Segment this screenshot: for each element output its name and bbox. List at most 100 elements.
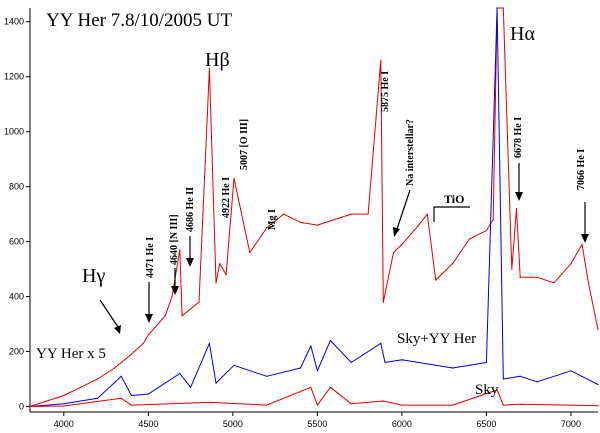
series-1-point	[435, 364, 437, 366]
line-label-na: Na interstellar?	[405, 119, 416, 186]
series-2-point	[597, 405, 599, 407]
series-2-point	[266, 404, 268, 406]
series-2-point	[382, 400, 384, 402]
arrow-na-head	[393, 227, 400, 237]
series-0-point	[181, 315, 183, 317]
series-0-point	[485, 230, 487, 232]
series-2-point	[120, 397, 122, 399]
series-0-point	[80, 386, 82, 388]
arrow-4686-head	[186, 258, 194, 267]
series-2-point	[208, 401, 210, 403]
series-0-point	[519, 276, 521, 278]
axes	[29, 8, 598, 413]
series-1-point	[120, 375, 122, 377]
x-tick-label: 4500	[138, 419, 158, 429]
series-1-point	[316, 370, 318, 372]
series-1-point	[452, 367, 454, 369]
series-2-point	[452, 404, 454, 406]
line-label-4686: 4686 He II	[185, 187, 196, 232]
series-label-sky: Sky	[475, 382, 499, 398]
series-0-point	[418, 224, 420, 226]
series-0-point	[147, 334, 149, 336]
series-0-point	[515, 208, 518, 210]
series-1-point	[208, 342, 210, 344]
series-2-point	[502, 404, 504, 406]
series-1-point	[401, 359, 403, 361]
series-0-point	[435, 279, 437, 281]
arrows	[99, 163, 589, 334]
chart-title: YY Her 7.8/10/2005 UT	[46, 10, 232, 31]
series-0-point	[142, 342, 144, 344]
series-0-point	[468, 238, 471, 240]
series-1-point	[485, 361, 487, 364]
series-0-point	[316, 224, 318, 226]
arrow-na	[395, 189, 411, 233]
series-0-point	[426, 213, 428, 215]
line-labels: 4471 He I 4640 [N III] 4686 He II 4922 H…	[145, 71, 587, 278]
series-2-point	[63, 405, 65, 407]
arrow-4471-head	[145, 314, 153, 323]
series-1-point	[502, 378, 504, 380]
series-0-point	[233, 177, 235, 179]
series-2-point	[496, 389, 498, 391]
series-1-point	[130, 394, 132, 397]
line-label-4922: 4922 He I	[221, 177, 232, 218]
series-0-point	[113, 367, 116, 369]
y-tick-label: 1000	[4, 127, 24, 137]
series-0-point	[225, 274, 227, 276]
series-0-point	[401, 243, 403, 245]
series-2-point	[350, 403, 352, 405]
series-0-point	[198, 301, 200, 303]
x-tick-label: 5500	[307, 419, 327, 429]
h-gamma-arrow-head	[114, 325, 121, 334]
series-1-point	[519, 375, 521, 377]
arrow-6678-head	[515, 192, 523, 201]
line-label-5007: 5007 [O III]	[239, 119, 250, 170]
series-2-point	[401, 404, 403, 406]
series-1-point	[266, 375, 268, 377]
arrow-4640-head	[171, 286, 179, 295]
series-1-point	[536, 381, 538, 383]
y-tick-label: 0	[19, 402, 24, 412]
series-0-point	[350, 213, 352, 215]
series-0-point	[219, 263, 221, 265]
series-0-point	[452, 263, 454, 265]
series-2-point	[310, 386, 312, 388]
h-beta-label: Hβ	[205, 49, 230, 71]
series-line-1	[29, 7, 599, 407]
line-label-6678: 6678 He I	[513, 117, 524, 158]
series-label-sky-yyher: Sky+YY Her	[397, 331, 476, 347]
series-2-point	[29, 405, 31, 408]
y-tick-label: 1200	[4, 72, 24, 82]
series-1-point	[384, 361, 386, 364]
line-label-mg: Mg I	[267, 209, 278, 230]
x-tick-label: 7000	[561, 419, 581, 429]
series-0-point	[382, 301, 384, 303]
series-0-point	[367, 213, 369, 215]
series-label-yyher-x5: YY Her x 5	[36, 346, 106, 362]
series-0-point	[597, 329, 599, 331]
series-0-point	[215, 282, 217, 284]
series-0-point	[63, 394, 65, 397]
series-0-point	[266, 227, 268, 229]
series-2-point	[570, 404, 572, 406]
series-0-point	[299, 221, 302, 223]
tio-bracket	[433, 206, 470, 222]
series-group	[29, 7, 599, 408]
line-label-5875: 5875 He I	[380, 71, 391, 112]
series-0-point	[581, 243, 583, 245]
series-1-point	[179, 372, 181, 375]
series-1-point	[97, 397, 99, 399]
y-tick-label: 200	[9, 347, 24, 357]
series-0-point	[587, 279, 589, 281]
series-0-point	[97, 378, 99, 380]
series-1-point	[233, 364, 235, 366]
series-1-point	[496, 7, 498, 9]
y-tick-label: 1400	[4, 17, 24, 27]
series-1-point	[299, 367, 302, 369]
series-0-point	[392, 252, 395, 254]
line-label-tio: TiO	[444, 192, 464, 206]
series-0-point	[536, 276, 538, 278]
h-gamma-arrow	[99, 299, 121, 331]
